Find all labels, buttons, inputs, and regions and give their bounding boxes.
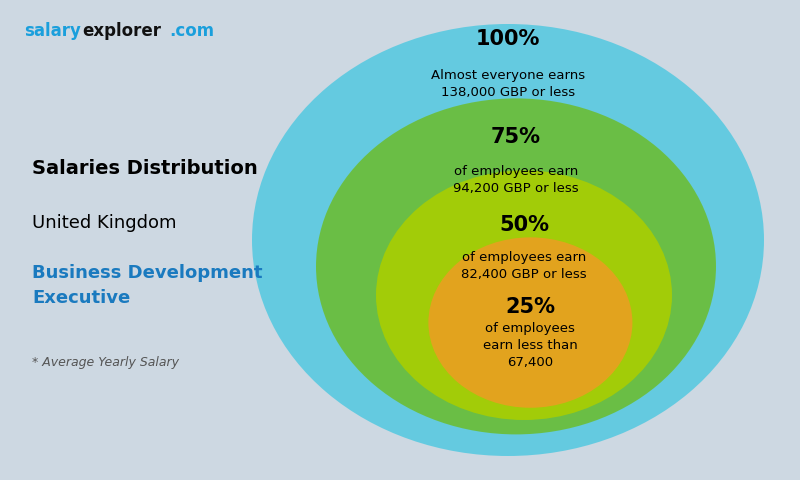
Text: explorer: explorer xyxy=(82,22,162,40)
Ellipse shape xyxy=(252,24,764,456)
Text: Business Development
Executive: Business Development Executive xyxy=(32,264,262,307)
Text: 50%: 50% xyxy=(499,215,549,235)
Ellipse shape xyxy=(376,170,672,420)
Text: of employees earn
82,400 GBP or less: of employees earn 82,400 GBP or less xyxy=(461,252,587,281)
Text: 100%: 100% xyxy=(476,29,540,49)
Ellipse shape xyxy=(429,238,632,408)
Text: Salaries Distribution: Salaries Distribution xyxy=(32,158,258,178)
Text: of employees
earn less than
67,400: of employees earn less than 67,400 xyxy=(483,322,578,369)
Text: Almost everyone earns
138,000 GBP or less: Almost everyone earns 138,000 GBP or les… xyxy=(431,69,585,99)
Text: .com: .com xyxy=(170,22,214,40)
Text: * Average Yearly Salary: * Average Yearly Salary xyxy=(32,356,179,369)
Text: 75%: 75% xyxy=(491,127,541,147)
Text: of employees earn
94,200 GBP or less: of employees earn 94,200 GBP or less xyxy=(453,165,579,195)
Text: 25%: 25% xyxy=(506,297,555,317)
Ellipse shape xyxy=(316,98,716,434)
Text: salary: salary xyxy=(24,22,81,40)
Text: United Kingdom: United Kingdom xyxy=(32,214,177,232)
